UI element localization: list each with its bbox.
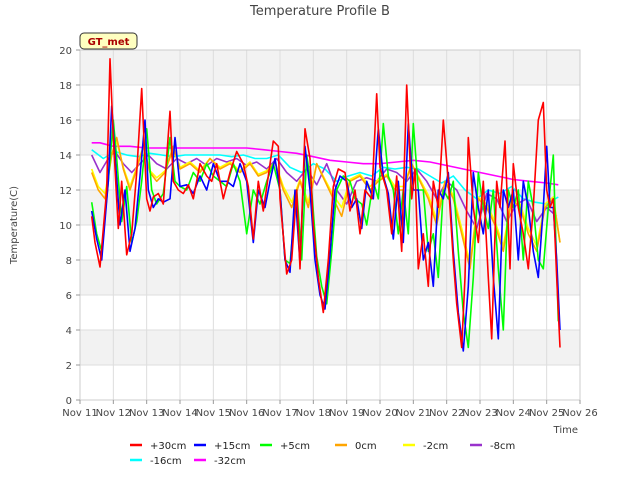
legend-item: -2cm: [403, 441, 448, 452]
badge-label: GT_met: [88, 37, 130, 48]
x-tick-label: Nov 22: [429, 408, 464, 419]
x-tick-label: Nov 16: [229, 408, 264, 419]
series-line--32cm: [91, 142, 559, 186]
chart-title: Temperature Profile B: [249, 4, 390, 19]
badge-box: [79, 32, 138, 50]
x-axis-label: Time: [553, 425, 578, 436]
y-tick-label: 14: [59, 151, 72, 162]
legend-label: -32cm: [214, 456, 246, 467]
legend-item: 0cm: [335, 441, 377, 452]
x-tick-label: Nov 13: [129, 408, 164, 419]
legend-label: +15cm: [214, 441, 250, 452]
series-line-+15cm: [90, 105, 561, 352]
y-tick-label: 4: [66, 326, 72, 337]
series-layer: [90, 57, 561, 352]
legend-label: -16cm: [150, 456, 182, 467]
x-tick-label: Nov 25: [529, 408, 564, 419]
x-tick-label: Nov 24: [496, 408, 531, 419]
legend-item: -16cm: [130, 456, 182, 467]
y-tick-label: 6: [66, 291, 72, 302]
legend-label: +5cm: [280, 441, 310, 452]
legend-item: -8cm: [470, 441, 515, 452]
plot-background-bands: [80, 50, 580, 365]
background-band: [80, 120, 580, 155]
y-tick-label: 0: [66, 396, 72, 407]
station-badge: GT_met: [79, 32, 138, 50]
x-tick-label: Nov 17: [262, 408, 297, 419]
legend-item: -32cm: [194, 456, 246, 467]
legend-label: +30cm: [150, 441, 186, 452]
legend-item: +5cm: [260, 441, 310, 452]
y-tick-label: 10: [59, 221, 72, 232]
x-tick-label: Nov 21: [396, 408, 431, 419]
y-tick-label: 12: [59, 186, 72, 197]
x-tick-label: Nov 26: [562, 408, 597, 419]
legend-item: +15cm: [194, 441, 250, 452]
y-axis-ticks: 0 2 4 6 8 10 12 14 16 18 20: [59, 46, 80, 407]
y-tick-label: 2: [66, 361, 72, 372]
x-tick-label: Nov 14: [162, 408, 197, 419]
legend-label: 0cm: [355, 441, 377, 452]
background-band: [80, 330, 580, 365]
background-band: [80, 50, 580, 85]
x-tick-label: Nov 19: [329, 408, 364, 419]
legend-label: -8cm: [490, 441, 515, 452]
series-line-+30cm: [90, 57, 561, 349]
x-tick-label: Nov 23: [462, 408, 497, 419]
legend: +30cm +15cm +5cm 0cm -2cm -8cm -16cm -32cm: [130, 441, 515, 467]
y-tick-label: 20: [59, 46, 72, 57]
x-tick-label: Nov 12: [96, 408, 131, 419]
x-tick-label: Nov 11: [62, 408, 97, 419]
y-tick-label: 8: [66, 256, 72, 267]
x-tick-label: Nov 18: [296, 408, 331, 419]
legend-item: +30cm: [130, 441, 186, 452]
x-tick-label: Nov 20: [362, 408, 397, 419]
y-tick-label: 16: [59, 116, 72, 127]
y-axis-label: Temperature(C): [9, 186, 20, 265]
legend-label: -2cm: [423, 441, 448, 452]
y-tick-label: 18: [59, 81, 72, 92]
x-tick-label: Nov 15: [196, 408, 231, 419]
